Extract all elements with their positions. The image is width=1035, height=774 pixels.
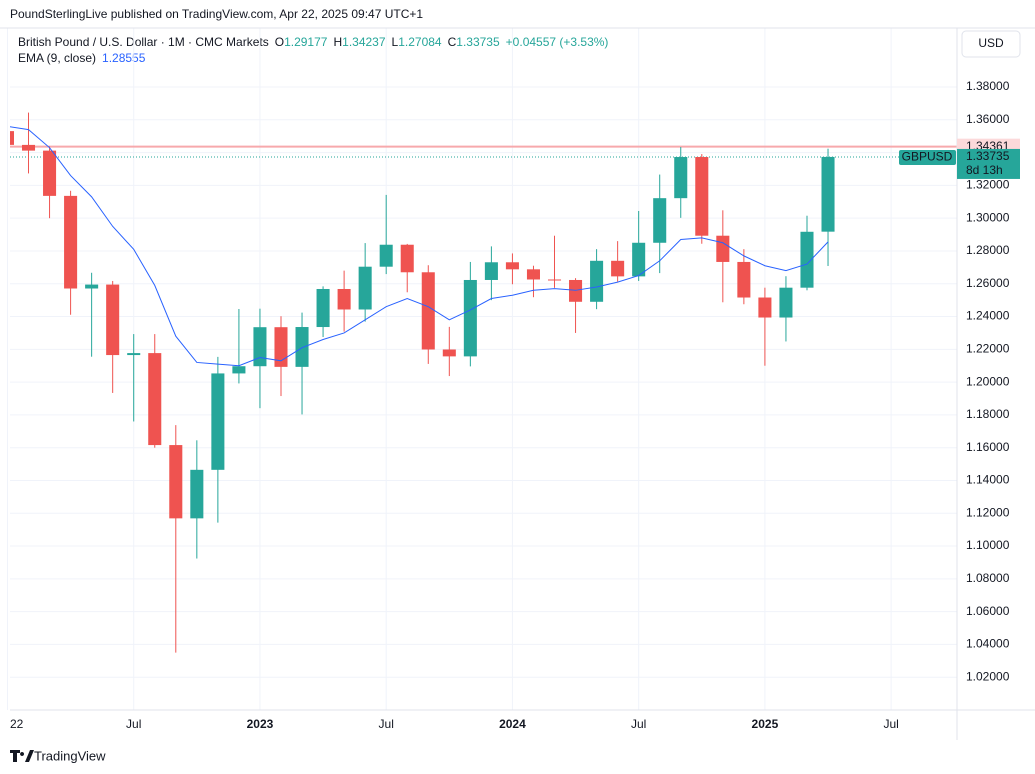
candle-body [421, 272, 435, 350]
y-tick-label: 1.12000 [966, 505, 1010, 519]
candle-body [484, 262, 498, 280]
candle-body [505, 262, 519, 270]
last-price-box [957, 148, 1020, 179]
ohlc-value: 1.33735 [456, 35, 500, 49]
candle-body [211, 373, 225, 470]
candle-body [590, 260, 604, 302]
y-tick-label: 1.30000 [966, 210, 1010, 224]
legend: British Pound / U.S. Dollar · 1M · CMC M… [18, 35, 608, 65]
candle-body [358, 266, 372, 310]
indicator-value: 1.28555 [102, 51, 146, 65]
candle-body [106, 284, 120, 356]
grid [6, 28, 957, 710]
candle-body [400, 244, 414, 273]
price-change: +0.04557 (+3.53%) [506, 35, 609, 49]
y-tick-label: 1.32000 [966, 178, 1010, 192]
axes: 1.02000 1.04000 1.06000 1.08000 1.10000 1.120… [10, 79, 1020, 731]
ohlc-key: H [333, 35, 342, 49]
x-tick-label: 2025 [752, 717, 779, 731]
indicator-name: EMA (9, close) [18, 51, 96, 65]
candle-body [569, 279, 583, 302]
ohlc-key: O [275, 35, 284, 49]
y-tick-label: 1.14000 [966, 473, 1010, 487]
x-tick-label: 2023 [247, 717, 274, 731]
y-tick-label: 1.06000 [966, 604, 1010, 618]
candle-body [232, 366, 246, 374]
candle-body [169, 445, 183, 519]
candle-body [526, 269, 540, 280]
y-tick-label: 1.08000 [966, 571, 1010, 585]
y-tick-label: 1.10000 [966, 538, 1010, 552]
candle-body [758, 297, 772, 318]
indicator-line: EMA (9, close) 1.28555 [18, 51, 146, 65]
candle-body [463, 279, 477, 357]
last-price-label: 1.33735 [966, 149, 1010, 163]
publisher: PoundSterlingLive published on TradingVi… [10, 7, 423, 21]
tradingview-logo [10, 750, 34, 762]
x-tick-label: Jul [883, 717, 898, 731]
currency-label[interactable]: USD [978, 36, 1004, 50]
ohlc-key: C [448, 35, 457, 49]
candle-body [295, 327, 309, 367]
y-tick-label: 1.20000 [966, 374, 1010, 388]
symbol-box [899, 149, 956, 165]
candle-body [379, 244, 393, 267]
candle-body [547, 279, 562, 281]
candle-body [127, 353, 141, 356]
y-tick-label: 1.38000 [966, 79, 1010, 93]
currency-button[interactable] [961, 30, 1021, 58]
candle-body [21, 144, 36, 151]
candle-body [64, 195, 78, 289]
countdown-label: 8d 13h [966, 163, 1003, 177]
y-tick-label: 1.28000 [966, 243, 1010, 257]
plot-area [10, 112, 957, 653]
candle-body [821, 156, 835, 232]
candle-body [800, 231, 814, 288]
x-tick-label: Jul [126, 717, 141, 731]
ohlc-value: 1.29177 [284, 35, 328, 49]
y-tick-label: 1.18000 [966, 407, 1010, 421]
candle-body [253, 327, 267, 367]
x-tick-label: Jul [631, 717, 646, 731]
ema-line [10, 126, 829, 367]
candle-body [611, 260, 625, 277]
candle-body [148, 353, 162, 446]
candle-body [737, 261, 751, 298]
candle-body [653, 198, 667, 243]
y-tick-label: 1.24000 [966, 309, 1010, 323]
candle-body [674, 157, 688, 199]
candle-body [190, 469, 204, 519]
candle-body [716, 235, 730, 262]
candle-body [10, 131, 14, 145]
candle-body [337, 288, 351, 310]
symbol-label: GBPUSD [902, 150, 953, 164]
instrument-name: British Pound / U.S. Dollar · 1M · CMC M… [18, 35, 269, 49]
candle-body [779, 287, 793, 318]
y-tick-label: 1.22000 [966, 341, 1010, 355]
ohlc-value: 1.34237 [342, 35, 386, 49]
footer-brand: TradingView [34, 748, 106, 763]
y-tick-label: 1.04000 [966, 637, 1010, 651]
candle-body [695, 157, 709, 236]
legend-line: British Pound / U.S. Dollar · 1M · CMC M… [18, 35, 608, 49]
candle-body [43, 150, 57, 196]
x-tick-label: 22 [10, 717, 24, 731]
candle-body [632, 242, 646, 277]
y-tick-label: 1.26000 [966, 276, 1010, 290]
y-tick-label: 1.16000 [966, 440, 1010, 454]
ohlc-value: 1.27084 [398, 35, 442, 49]
ohlc-key: L [392, 35, 399, 49]
y-tick-label: 1.02000 [966, 669, 1010, 683]
x-tick-label: Jul [379, 717, 394, 731]
candle-body [442, 349, 456, 357]
candle-body [85, 284, 99, 289]
candle-body [316, 288, 330, 328]
y-tick-label: 1.36000 [966, 112, 1010, 126]
candle-body [274, 327, 288, 367]
x-tick-label: 2024 [499, 717, 526, 731]
